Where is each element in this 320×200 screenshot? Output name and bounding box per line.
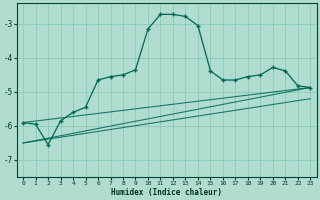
X-axis label: Humidex (Indice chaleur): Humidex (Indice chaleur) <box>111 188 222 197</box>
